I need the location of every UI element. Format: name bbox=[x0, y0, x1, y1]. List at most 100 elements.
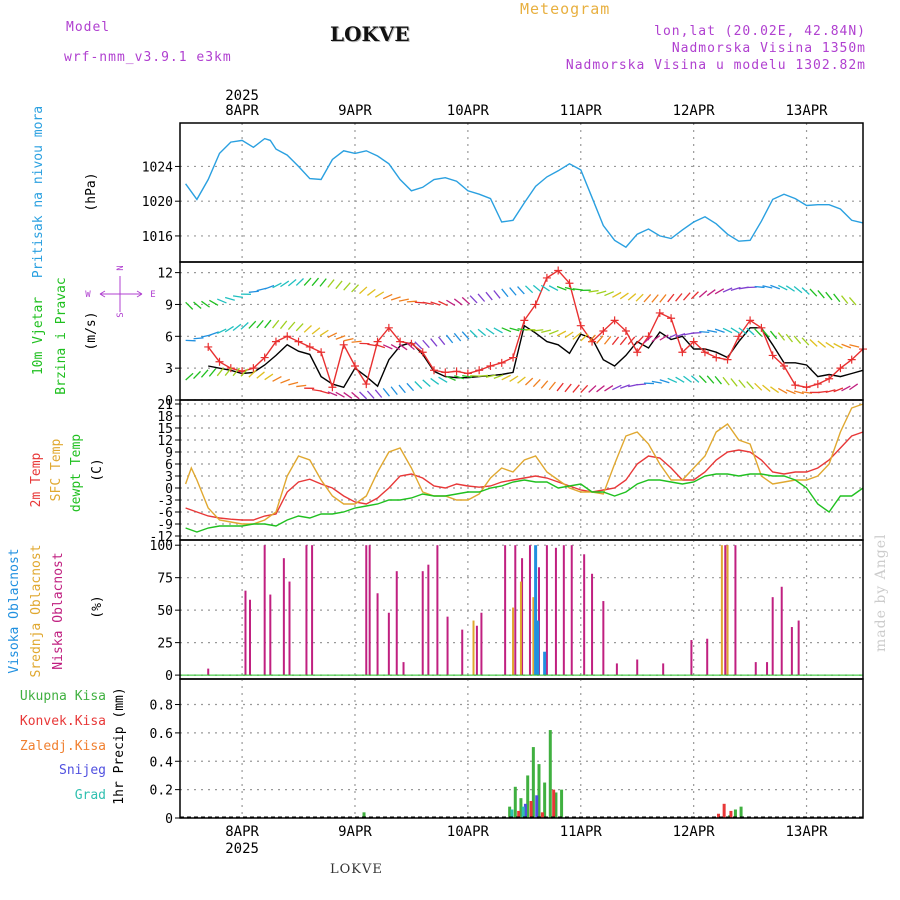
wind-arrow bbox=[501, 288, 509, 298]
wind-arrow bbox=[351, 340, 362, 343]
wind-arrow bbox=[588, 334, 596, 343]
wind-arrow bbox=[343, 392, 353, 399]
gust-marker bbox=[689, 337, 698, 346]
bar-low_cloud bbox=[376, 593, 379, 676]
wind-arrow bbox=[224, 296, 235, 301]
panel-cloud: 0 25 50 75 100 bbox=[150, 539, 864, 684]
wind-arrow bbox=[659, 379, 670, 384]
wind-arrow bbox=[596, 385, 605, 393]
wind-arrow bbox=[833, 387, 844, 393]
gust-marker bbox=[610, 316, 619, 325]
bar-total_precip bbox=[508, 806, 512, 818]
wind-arrow bbox=[580, 333, 589, 342]
bar-high_cloud bbox=[536, 620, 540, 676]
wind-arrow bbox=[382, 293, 393, 300]
ylabel-precip: 1hr Precip (mm) bbox=[112, 687, 127, 804]
wind-arrow bbox=[485, 291, 493, 301]
xtick-bottom-8APR: 8APR bbox=[225, 824, 259, 840]
gust-marker bbox=[215, 357, 224, 366]
ytick-label-temp: -6 bbox=[157, 506, 173, 521]
ytick-label-cloud: 50 bbox=[157, 604, 173, 619]
series-tsfc bbox=[184, 403, 864, 525]
wind-arrow bbox=[422, 301, 433, 305]
wind-arrow bbox=[217, 298, 227, 304]
wind-arrow bbox=[849, 344, 860, 348]
xtick-bottom-13APR: 13APR bbox=[785, 824, 828, 840]
wind-arrow bbox=[343, 282, 351, 291]
legend-1: Konvek.Kisa bbox=[20, 714, 106, 729]
wind-arrow bbox=[785, 389, 796, 395]
bar-low_cloud bbox=[662, 663, 665, 676]
ytick-label-temp: -3 bbox=[157, 494, 173, 509]
wind-arrow bbox=[509, 375, 519, 382]
wind-arrow bbox=[580, 384, 589, 394]
bar-conv_precip bbox=[540, 812, 544, 818]
gust-marker bbox=[802, 383, 811, 392]
bar-low_cloud bbox=[636, 659, 639, 676]
wind-arrow bbox=[611, 336, 620, 346]
bar-mid_cloud bbox=[726, 545, 729, 676]
bar-snow bbox=[523, 803, 527, 818]
wind-arrow bbox=[485, 327, 495, 335]
bar-low_cloud bbox=[734, 545, 737, 676]
ytick-label-temp: 9 bbox=[165, 446, 173, 461]
bar-conv_precip bbox=[716, 813, 720, 818]
wind-arrow bbox=[485, 374, 496, 378]
wind-arrow bbox=[272, 376, 282, 382]
wind-arrow bbox=[675, 332, 686, 338]
ytick-label-precip: 0 bbox=[165, 812, 173, 827]
ytick-label-precip: 0.8 bbox=[150, 699, 173, 714]
wind-arrow bbox=[280, 378, 291, 384]
wind-arrow bbox=[833, 342, 843, 349]
xtick-bottom-10APR: 10APR bbox=[447, 824, 490, 840]
wind-arrow bbox=[224, 325, 234, 333]
compass-w: W bbox=[85, 290, 91, 300]
bar-mid_cloud bbox=[532, 597, 535, 676]
wind-arrow bbox=[295, 323, 304, 332]
bar-low_cloud bbox=[554, 547, 557, 676]
wind-arrow bbox=[778, 284, 788, 291]
wind-arrow bbox=[351, 391, 360, 400]
wind-arrow bbox=[762, 384, 771, 393]
wind-arrow bbox=[240, 368, 249, 377]
bar-low_cloud bbox=[461, 629, 464, 676]
wind-arrow bbox=[303, 325, 312, 333]
ytick-label-wind: 6 bbox=[165, 330, 173, 345]
panel-frame-precip bbox=[179, 678, 864, 819]
wind-arrow bbox=[493, 374, 504, 379]
gust-marker bbox=[531, 300, 540, 309]
wind-arrow bbox=[430, 301, 441, 306]
wind-arrow bbox=[501, 327, 512, 333]
wind-arrow bbox=[762, 329, 770, 338]
wind-arrow bbox=[793, 286, 803, 294]
gust-marker bbox=[328, 383, 337, 392]
panel-frame-pressure bbox=[179, 122, 864, 263]
wind-arrow bbox=[390, 386, 398, 396]
wind-arrow bbox=[675, 293, 683, 302]
bar-high_cloud bbox=[534, 545, 538, 676]
wind-arrow bbox=[556, 285, 567, 291]
bar-low_cloud bbox=[706, 638, 709, 676]
wind-arrow bbox=[532, 378, 541, 388]
wind-arrow bbox=[477, 374, 489, 377]
gust-marker bbox=[813, 380, 822, 389]
gust-marker bbox=[723, 355, 732, 364]
legend-0: Ukupna Kisa bbox=[20, 689, 106, 704]
gust-marker bbox=[667, 314, 676, 323]
ytick-label-cloud: 0 bbox=[165, 669, 173, 684]
wind-arrow bbox=[279, 320, 288, 330]
wind-arrow bbox=[548, 329, 559, 335]
wind-arrow bbox=[335, 391, 345, 398]
wind-arrow bbox=[556, 330, 567, 337]
gust-marker bbox=[283, 332, 292, 341]
gust-marker bbox=[621, 327, 630, 335]
wind-arrow bbox=[841, 343, 852, 349]
bar-low_cloud bbox=[690, 640, 693, 676]
wind-arrow bbox=[698, 290, 708, 298]
gust-marker bbox=[339, 340, 348, 349]
wind-arrow bbox=[438, 376, 448, 383]
wind-arrow bbox=[540, 284, 550, 292]
wind-arrow bbox=[627, 293, 637, 301]
gust-marker bbox=[350, 362, 359, 371]
